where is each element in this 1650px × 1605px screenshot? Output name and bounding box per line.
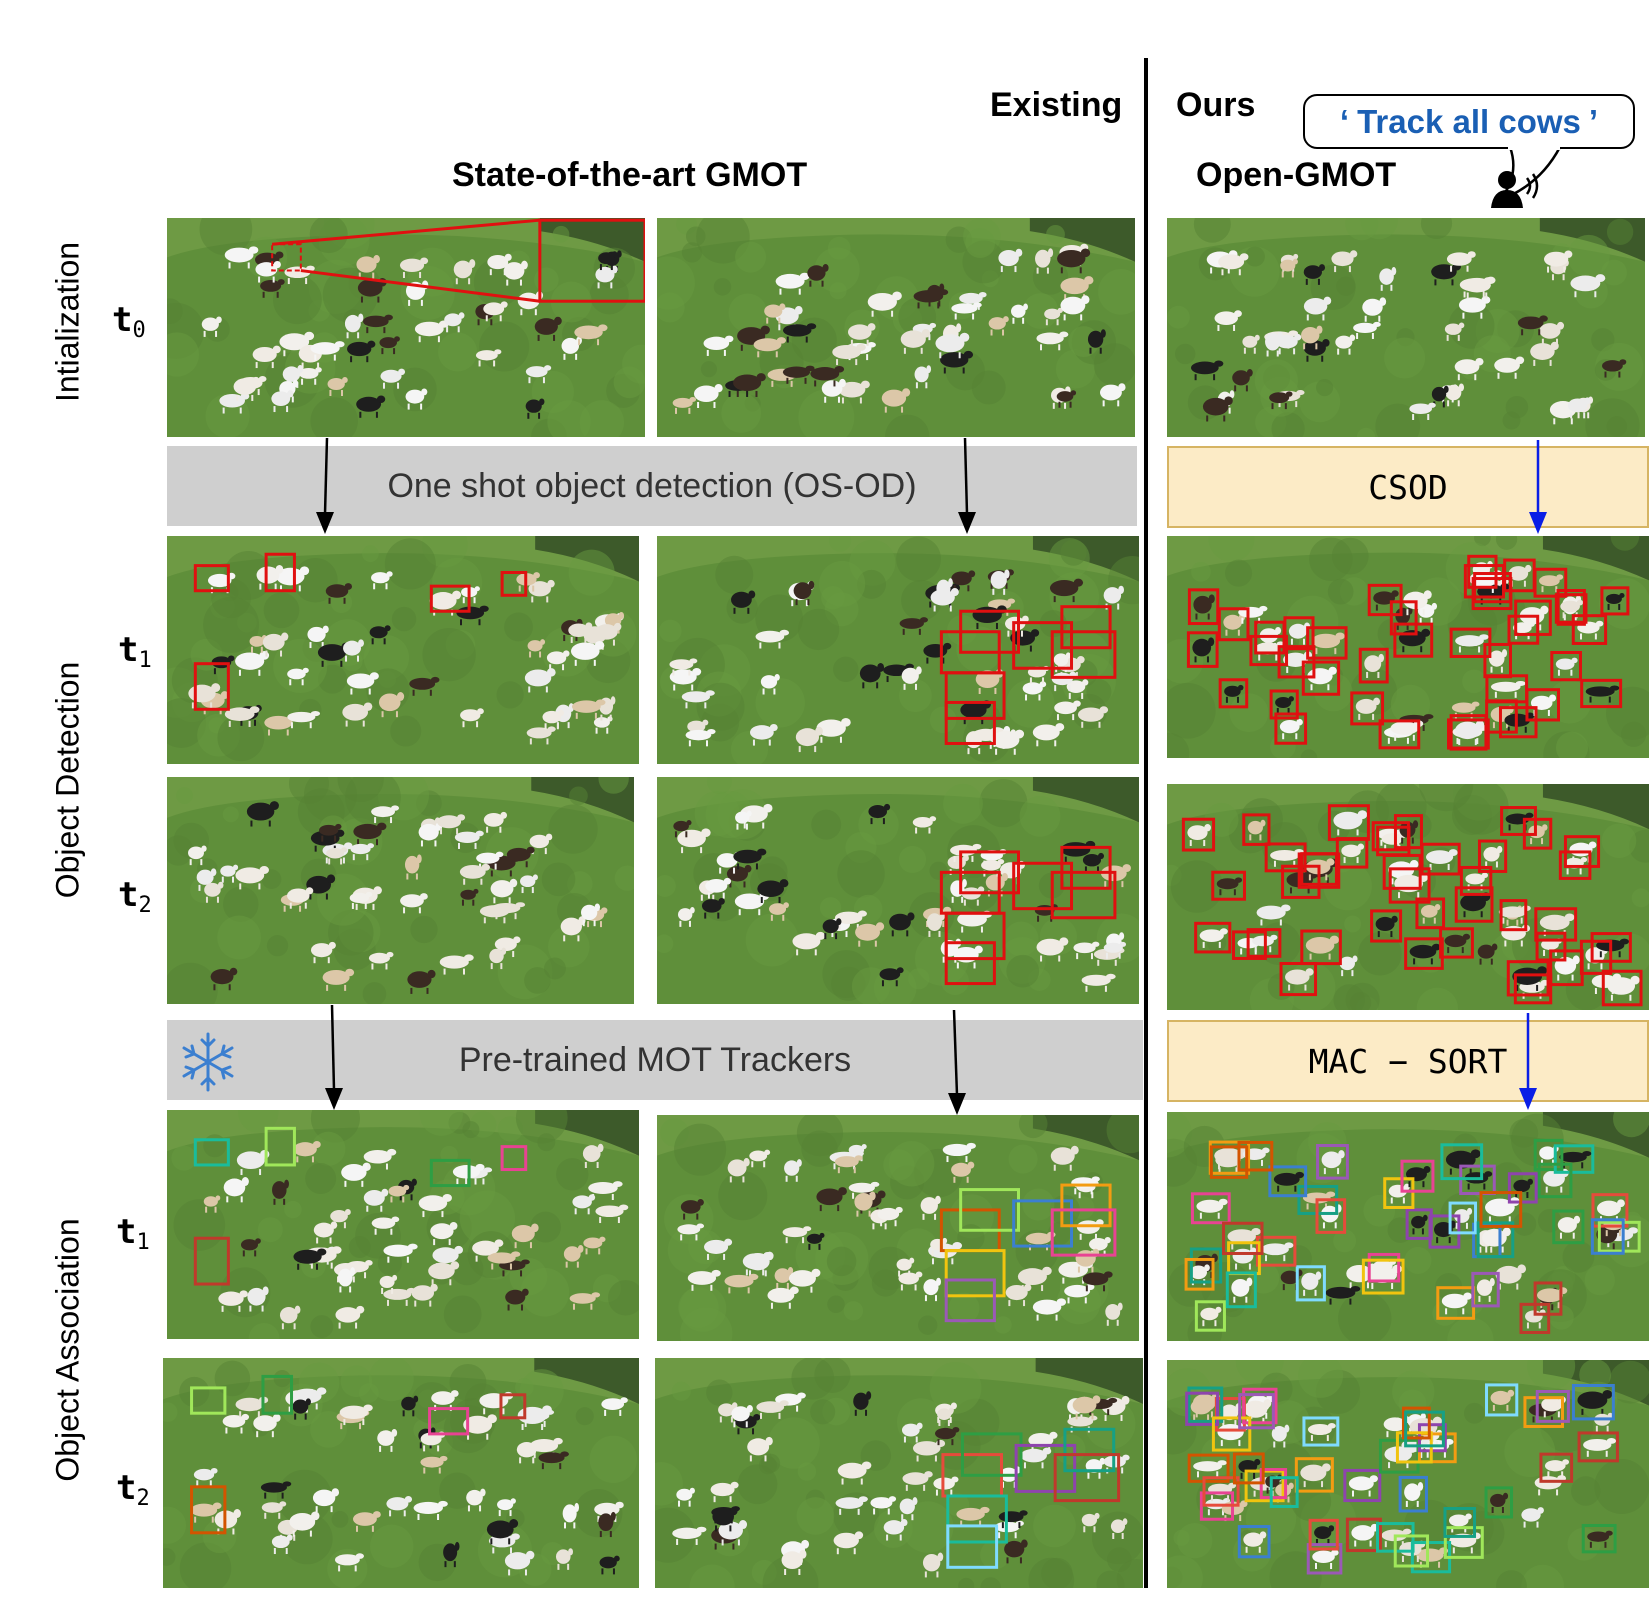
header-ours: Ours bbox=[1176, 86, 1256, 124]
time-label-t2-detect: t2 bbox=[118, 875, 152, 918]
arrow-mot-left bbox=[325, 1004, 343, 1110]
prompt-text: Track all cows bbox=[1357, 102, 1581, 140]
panel-detect-t2-ours bbox=[1167, 784, 1649, 1010]
snowflake-icon bbox=[182, 1032, 234, 1092]
panel-assoc-t2-ours bbox=[1167, 1360, 1649, 1588]
time-label-t0: t0 bbox=[112, 300, 146, 343]
panel-assoc-t1-ours bbox=[1167, 1112, 1649, 1341]
prompt-bubble: ‘ Track all cows ’ bbox=[1303, 94, 1635, 149]
header-open-gmot: Open-GMOT bbox=[1196, 156, 1397, 194]
prompt-quote-close: ’ bbox=[1588, 102, 1599, 140]
panel-assoc-t2-1 bbox=[163, 1358, 639, 1588]
time-label-t1-detect: t1 bbox=[118, 630, 152, 673]
panel-assoc-t2-2 bbox=[655, 1358, 1143, 1588]
mot-band-label: Pre-trained MOT Trackers bbox=[458, 1040, 852, 1079]
arrow-csod bbox=[1529, 440, 1547, 534]
column-divider bbox=[1144, 58, 1148, 1588]
header-sota: State-of-the-art GMOT bbox=[452, 156, 808, 194]
panel-detect-t1-2 bbox=[657, 536, 1139, 764]
speaker-icon bbox=[1491, 171, 1539, 208]
header-existing: Existing bbox=[990, 86, 1123, 124]
panel-init-ours bbox=[1167, 218, 1645, 437]
panel-detect-t2-1 bbox=[167, 777, 634, 1004]
arrow-mot-right bbox=[948, 1009, 966, 1115]
arrow-osod-left bbox=[316, 437, 334, 534]
time-label-t2-assoc: t2 bbox=[116, 1468, 150, 1511]
panel-assoc-t1-2 bbox=[657, 1115, 1139, 1341]
csod-band: CSOD bbox=[1167, 446, 1649, 528]
panel-assoc-t1-1 bbox=[167, 1110, 639, 1339]
panel-detect-t1-ours bbox=[1167, 536, 1649, 758]
mot-band: Pre-trained MOT Trackers bbox=[167, 1020, 1143, 1100]
panel-detect-t1-1 bbox=[167, 536, 639, 764]
arrow-mac-sort bbox=[1519, 1013, 1537, 1110]
prompt-quote-open: ‘ bbox=[1339, 102, 1350, 140]
arrow-osod-right bbox=[958, 437, 976, 534]
panel-detect-t2-2 bbox=[657, 777, 1139, 1004]
mac-sort-band: MAC − SORT bbox=[1167, 1020, 1649, 1102]
panel-init-2 bbox=[657, 218, 1135, 437]
time-label-t1-assoc: t1 bbox=[116, 1212, 150, 1255]
panel-init-1 bbox=[167, 218, 645, 437]
